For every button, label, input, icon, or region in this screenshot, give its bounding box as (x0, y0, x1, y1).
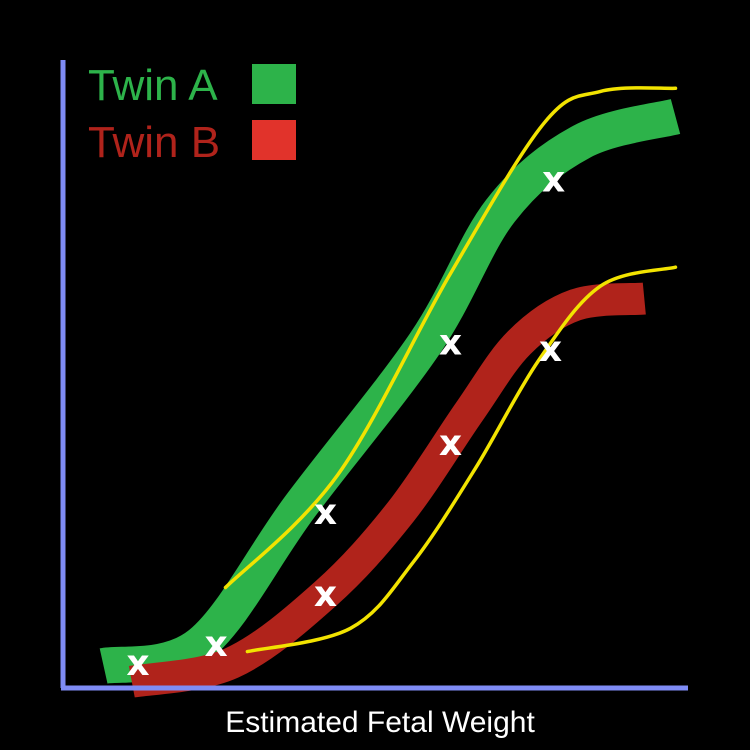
data-point-twin-a-1: x (126, 643, 149, 684)
legend-label-twin-a: Twin A (88, 61, 218, 110)
series-band-twin-b (128, 282, 646, 698)
data-point-twin-a-2: x (204, 624, 227, 665)
axes (60, 60, 688, 691)
data-point-twin-a-4: x (439, 323, 462, 364)
x-axis-label: Estimated Fetal Weight (225, 706, 535, 739)
data-point-twin-b-2: x (439, 423, 462, 464)
legend: Twin A Twin B (88, 61, 296, 167)
data-point-twin-b-1: x (314, 574, 337, 615)
legend-swatch-twin-b (252, 120, 296, 160)
legend-label-twin-b: Twin B (88, 118, 220, 167)
data-point-twin-a-3: x (314, 492, 337, 533)
series-band-twin-a (99, 98, 681, 684)
data-point-twin-a-5: x (542, 159, 565, 200)
legend-swatch-twin-a (252, 64, 296, 104)
reference-curve-lower (245, 265, 678, 654)
reference-curve-upper (223, 86, 678, 590)
reference-curves (223, 86, 678, 654)
series-bands (99, 98, 681, 698)
data-point-twin-b-3: x (539, 329, 562, 370)
